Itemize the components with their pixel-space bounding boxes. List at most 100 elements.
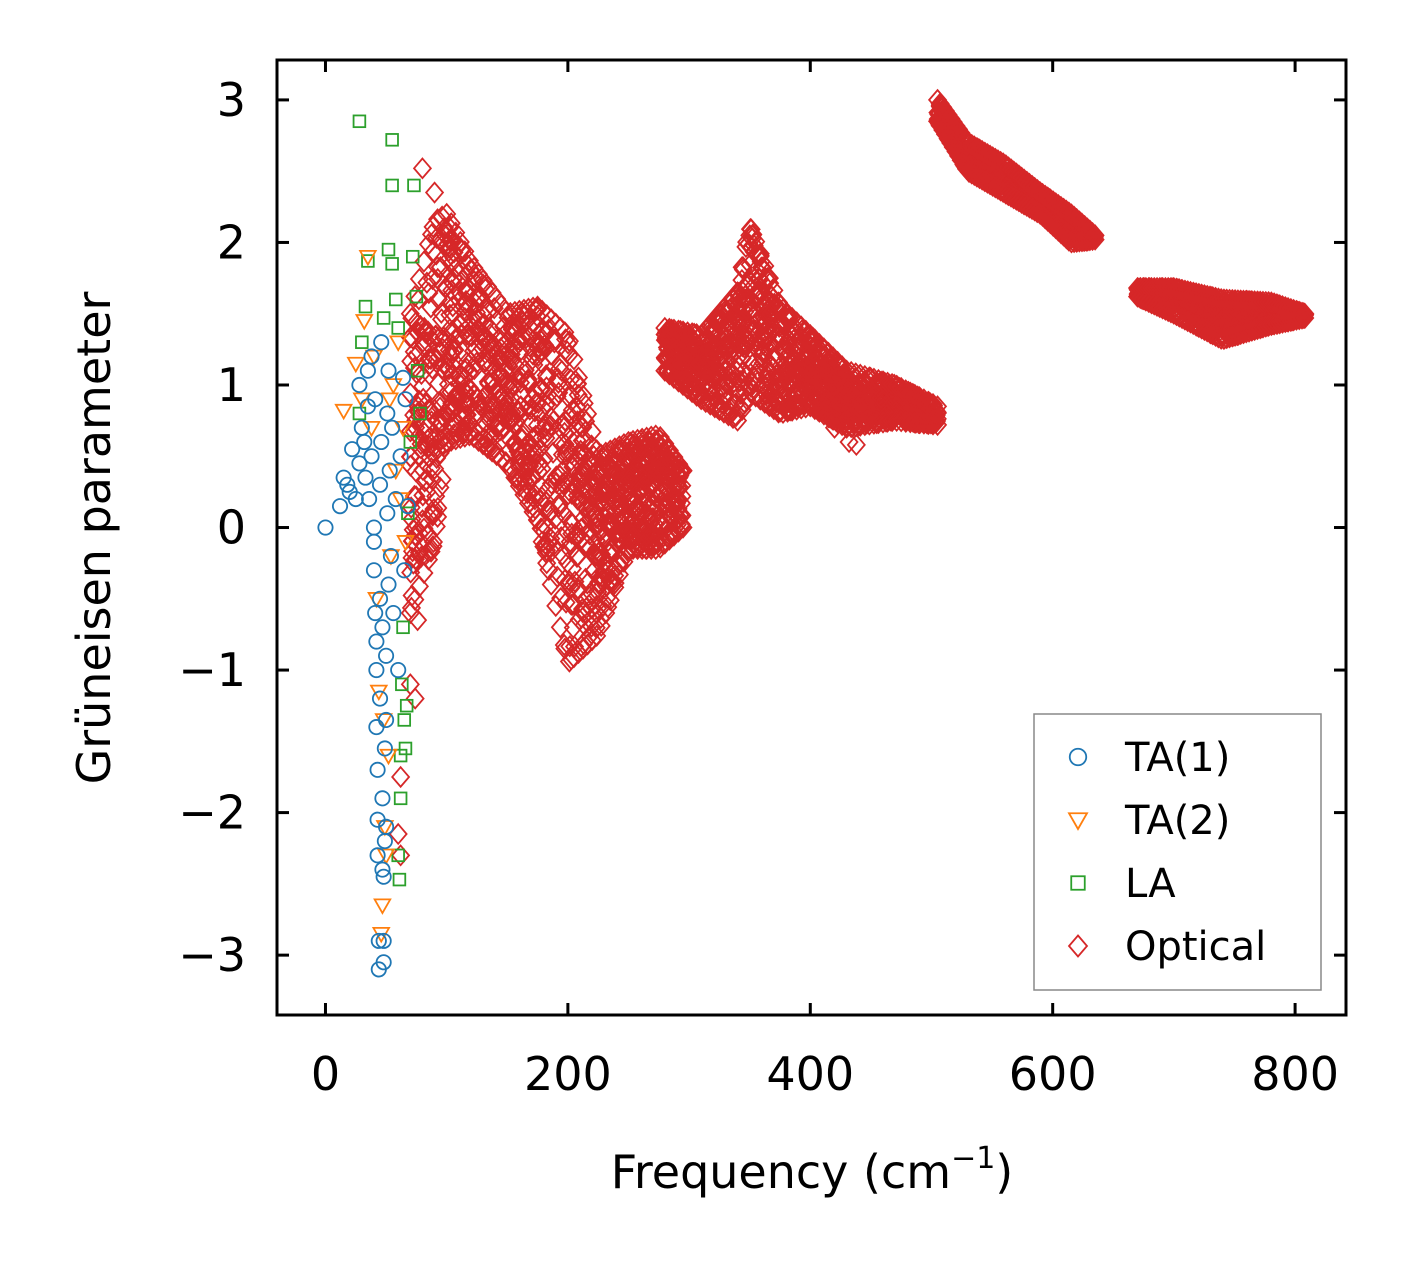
y-axis-label: Grüneisen parameter (67, 291, 121, 784)
la-point (413, 406, 427, 421)
optical-point (441, 290, 461, 313)
optical-point (741, 381, 761, 405)
optical-point (1161, 276, 1181, 300)
series-la (352, 114, 427, 887)
points-layer (317, 88, 1315, 978)
optical-point (531, 338, 552, 362)
optical-point (517, 482, 537, 505)
optical-point (637, 521, 657, 545)
optical-point (441, 394, 461, 418)
optical-point (754, 306, 774, 330)
optical-point (731, 316, 751, 339)
optical-point (411, 494, 431, 518)
ta1-point (375, 868, 392, 885)
optical-point (451, 270, 471, 293)
optical-point (1289, 307, 1309, 331)
la-point (385, 257, 399, 271)
optical-point (422, 267, 443, 291)
optical-point (406, 485, 426, 508)
optical-point (459, 325, 480, 348)
optical-point (805, 397, 825, 421)
la-point (385, 133, 399, 147)
legend-label-la: LA (1125, 861, 1176, 907)
ta2-point (388, 335, 408, 352)
optical-point (463, 317, 483, 340)
optical-point (689, 344, 709, 368)
optical-point (552, 543, 572, 566)
optical-point (909, 386, 929, 409)
optical-point (537, 551, 557, 575)
optical-point (541, 343, 561, 366)
optical-point (666, 488, 686, 511)
optical-point (540, 501, 560, 524)
ta1-point (331, 498, 349, 515)
optical-point (718, 291, 739, 315)
la-point (393, 748, 408, 763)
legend-frame (1033, 713, 1322, 991)
ta1-point (376, 740, 393, 757)
la-point (358, 299, 373, 314)
optical-point (546, 465, 566, 488)
optical-point (654, 480, 674, 504)
optical-point (727, 281, 748, 304)
optical-point (512, 427, 533, 451)
optical-point (718, 404, 739, 427)
ta1-point (387, 490, 404, 508)
optical-point (830, 392, 850, 415)
optical-point (927, 413, 948, 437)
optical-point (525, 488, 545, 511)
ta1-point (375, 954, 392, 971)
optical-point (791, 397, 811, 420)
la-point (352, 406, 367, 421)
optical-point (657, 445, 677, 469)
optical-point (627, 495, 647, 518)
optical-point (828, 376, 849, 399)
optical-point (414, 316, 434, 340)
optical-point (896, 410, 916, 433)
optical-point (637, 426, 657, 449)
optical-point (588, 541, 608, 564)
optical-point (738, 346, 758, 369)
optical-point (408, 608, 428, 632)
legend-marker-ta1 (1068, 747, 1088, 767)
optical-point (557, 551, 578, 574)
optical-point (516, 326, 536, 350)
ta1-point (373, 433, 390, 451)
ta2-point (334, 403, 354, 421)
optical-point (809, 400, 829, 423)
optical-point (700, 366, 721, 389)
optical-point (644, 460, 665, 483)
optical-point (591, 519, 612, 542)
optical-point (455, 425, 475, 448)
y-tick-label: 1 (217, 358, 246, 412)
optical-point (413, 484, 433, 507)
optical-point (409, 575, 429, 598)
ta1-point (347, 490, 364, 508)
la-point (409, 289, 424, 304)
optical-point (739, 300, 759, 323)
optical-point (440, 303, 460, 326)
optical-point (1085, 228, 1105, 251)
optical-point (519, 372, 539, 396)
optical-point (709, 398, 729, 422)
optical-point (687, 384, 707, 407)
optical-point (776, 362, 796, 385)
optical-point (673, 373, 693, 397)
ta1-point (351, 455, 368, 472)
optical-point (464, 426, 484, 449)
optical-point (882, 409, 902, 433)
optical-point (781, 361, 801, 384)
optical-point (553, 501, 573, 525)
optical-point (596, 441, 616, 464)
optical-point (627, 497, 647, 521)
optical-point (559, 329, 579, 353)
ta2-point (386, 463, 406, 481)
ta1-point (368, 662, 385, 679)
optical-point (428, 288, 449, 311)
optical-point (674, 367, 694, 390)
optical-point (554, 633, 574, 657)
optical-point (480, 391, 500, 415)
optical-point (509, 405, 530, 429)
optical-point (687, 323, 707, 346)
optical-point (482, 440, 502, 463)
